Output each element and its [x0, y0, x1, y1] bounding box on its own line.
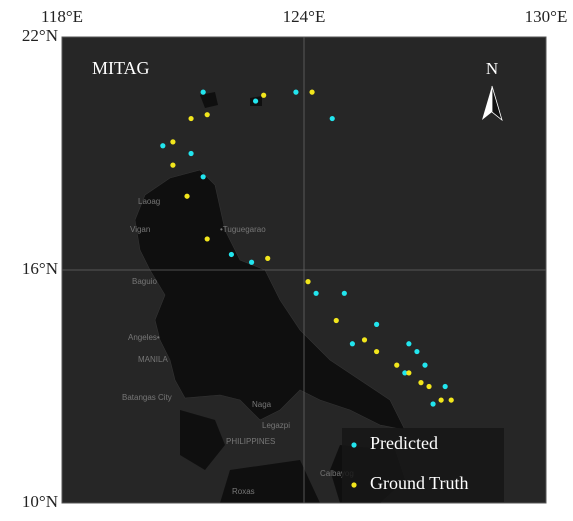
track-point [349, 341, 355, 347]
track-point [170, 162, 176, 168]
place-label: Laoag [138, 197, 160, 206]
track-point [313, 290, 319, 296]
place-label: Naga [252, 400, 272, 409]
track-point [448, 397, 454, 403]
track-point [170, 139, 176, 145]
north-arrow [482, 86, 492, 120]
track-point [426, 383, 432, 390]
track-point [253, 98, 259, 104]
legend-marker [351, 442, 357, 448]
track-point [204, 236, 210, 242]
track-point [293, 89, 299, 95]
track-point [188, 150, 194, 157]
track-point [204, 112, 210, 118]
track-point [265, 255, 271, 261]
track-point [406, 370, 412, 376]
y-tick-label: 22°N [22, 26, 58, 45]
legend-label: Ground Truth [370, 473, 469, 493]
legend-box [342, 428, 504, 502]
place-label: Angeles• [128, 333, 160, 342]
y-tick-label: 16°N [22, 259, 58, 278]
track-point [430, 401, 436, 407]
track-point [374, 348, 380, 355]
track-point [261, 92, 267, 98]
place-label: Roxas [232, 487, 255, 496]
track-point [188, 115, 194, 122]
x-tick-label: 130°E [525, 7, 568, 26]
map-title: MITAG [92, 58, 150, 78]
place-label: •Tuguegarao [220, 225, 266, 234]
place-label: Baguio [132, 277, 157, 286]
track-point [309, 89, 315, 95]
track-point [438, 397, 444, 403]
frame [61, 36, 547, 504]
track-point [329, 115, 335, 122]
track-point [402, 370, 408, 376]
track-point [442, 383, 448, 390]
place-label: PHILIPPINES [226, 437, 275, 446]
track-point [414, 348, 420, 355]
x-tick-label: 124°E [283, 7, 326, 26]
track-point [228, 251, 234, 258]
x-tick-label: 118°E [41, 7, 83, 26]
track-point [184, 193, 190, 199]
track-point [361, 337, 368, 343]
track-point [333, 317, 339, 324]
track-point [422, 362, 428, 368]
track-point [200, 89, 206, 95]
track-point [160, 143, 166, 149]
place-label: Calbayog [320, 469, 354, 478]
track-point [406, 341, 412, 347]
track-point [200, 174, 206, 180]
place-label: Batangas City [122, 393, 172, 402]
legend-label: Predicted [370, 433, 438, 453]
track-point [394, 362, 400, 368]
north-label: N [486, 59, 498, 78]
track-point [341, 290, 347, 296]
legend-marker [351, 482, 357, 488]
track-point [248, 259, 255, 265]
place-label: Legazpi [262, 421, 290, 430]
track-point [374, 321, 380, 327]
y-tick-label: 10°N [22, 492, 58, 511]
place-label: MANILA [138, 355, 168, 364]
track-point [305, 279, 311, 285]
place-label: Vigan [130, 225, 150, 234]
track-point [418, 380, 424, 386]
north-arrow [491, 85, 503, 122]
